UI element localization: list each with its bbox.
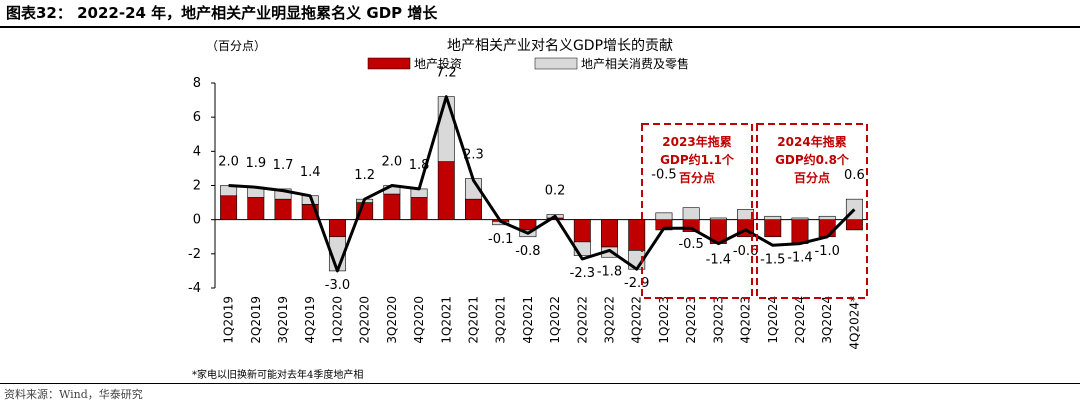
x-tick-label: 4Q2022 bbox=[630, 296, 644, 344]
x-tick-label: 3Q2022 bbox=[603, 296, 617, 344]
data-label: 2.0 bbox=[382, 155, 403, 170]
x-tick-label: 4Q2024* bbox=[847, 296, 861, 350]
annotation-2023-line-1: 2023年拖累 bbox=[662, 134, 731, 149]
x-tick-label: 4Q2020 bbox=[412, 296, 426, 344]
data-label: -1.4 bbox=[706, 253, 731, 268]
y-tick-label: 6 bbox=[193, 110, 201, 125]
annotation-2023-line-3: 百分点 bbox=[679, 170, 715, 185]
data-label: -0.8 bbox=[515, 244, 540, 259]
data-label: -3.0 bbox=[325, 278, 350, 293]
legend-label-consumption: 地产相关消费及零售 bbox=[581, 56, 689, 71]
annotation-2024-line-2: GDP约0.8个 bbox=[775, 152, 850, 167]
data-label: 1.7 bbox=[273, 158, 294, 173]
bar-investment bbox=[274, 198, 292, 220]
x-tick-label: 2Q2020 bbox=[358, 296, 372, 344]
bar-consumption bbox=[737, 209, 755, 220]
annotation-2024-line-1: 2024年拖累 bbox=[777, 134, 846, 149]
bar-investment bbox=[437, 161, 455, 220]
x-tick-label: 3Q2020 bbox=[385, 296, 399, 344]
x-tick-label: 1Q2024 bbox=[766, 296, 780, 344]
unit-label: （百分点） bbox=[206, 39, 266, 53]
bar-investment bbox=[601, 219, 618, 248]
bar-investment bbox=[383, 193, 401, 220]
x-tick-label: 2Q2022 bbox=[575, 296, 589, 344]
x-tick-label: 4Q2019 bbox=[303, 296, 317, 344]
data-label: -1.5 bbox=[760, 252, 785, 267]
data-label: -1.0 bbox=[815, 244, 840, 259]
x-tick-label: 1Q2023 bbox=[657, 296, 671, 344]
data-label: 1.4 bbox=[300, 165, 321, 180]
x-tick-label: 1Q2022 bbox=[548, 296, 562, 344]
x-tick-label: 3Q2023 bbox=[711, 296, 725, 344]
y-tick-label: 8 bbox=[193, 76, 201, 91]
data-label: -1.8 bbox=[597, 264, 622, 279]
bar-consumption bbox=[682, 207, 700, 220]
x-tick-label: 3Q2019 bbox=[276, 296, 290, 344]
legend-swatch-investment bbox=[367, 57, 411, 70]
data-label: -0.1 bbox=[488, 232, 513, 247]
x-tick-label: 2Q2024 bbox=[793, 296, 807, 344]
bar-investment bbox=[465, 198, 482, 220]
bar-consumption bbox=[818, 215, 836, 220]
bar-investment bbox=[791, 219, 809, 244]
data-label: 1.2 bbox=[354, 168, 375, 183]
data-label: 1.8 bbox=[409, 158, 430, 173]
data-label: 2.3 bbox=[463, 148, 484, 163]
x-tick-label: 4Q2023 bbox=[739, 296, 753, 344]
source-note: 资料来源：Wind，华泰研究 bbox=[4, 388, 143, 401]
bar-investment bbox=[220, 195, 238, 220]
x-tick-label: 1Q2021 bbox=[439, 296, 453, 344]
x-tick-label: 2Q2021 bbox=[466, 296, 480, 344]
x-tick-label: 4Q2021 bbox=[521, 296, 535, 344]
title-rule bbox=[0, 26, 1080, 28]
bar-consumption bbox=[709, 217, 727, 220]
bar-investment bbox=[410, 197, 428, 220]
bar-investment bbox=[845, 219, 863, 231]
x-tick-label: 2Q2023 bbox=[684, 296, 698, 344]
figure-title: 图表32： 2022-24 年，地产相关产业明显拖累名义 GDP 增长 bbox=[6, 4, 438, 22]
annotation-box-2023 bbox=[641, 123, 753, 299]
bar-investment bbox=[247, 197, 265, 220]
annotation-2024-line-3: 百分点 bbox=[794, 170, 830, 185]
chart-title: 地产相关产业对名义GDP增长的贡献 bbox=[447, 38, 673, 54]
footnote: *家电以旧换新可能对去年4季度地产相 bbox=[192, 370, 364, 381]
data-label: 7.2 bbox=[436, 66, 457, 81]
total-line bbox=[228, 95, 856, 273]
data-label: -1.4 bbox=[787, 251, 812, 266]
bar-consumption bbox=[437, 96, 455, 162]
bar-investment bbox=[328, 219, 346, 238]
x-tick-label: 3Q2024 bbox=[820, 296, 834, 344]
y-tick-label: 4 bbox=[193, 144, 201, 159]
data-label: 0.6 bbox=[844, 168, 865, 183]
data-label: 2.0 bbox=[218, 155, 239, 170]
legend-swatch-consumption bbox=[534, 57, 578, 70]
y-tick-label: -4 bbox=[188, 281, 201, 296]
annotation-2023-line-2: GDP约1.1个 bbox=[660, 152, 735, 167]
y-tick-label: 0 bbox=[193, 213, 201, 228]
bar-investment bbox=[818, 219, 836, 238]
data-label: 0.2 bbox=[545, 184, 566, 199]
bar-investment bbox=[573, 219, 591, 243]
x-tick-label: 3Q2021 bbox=[494, 296, 508, 344]
bar-consumption bbox=[274, 188, 292, 200]
bottom-rule bbox=[0, 383, 1080, 384]
data-label: -0.5 bbox=[651, 168, 676, 183]
data-label: 1.9 bbox=[245, 156, 266, 171]
data-label: -2.9 bbox=[624, 276, 649, 291]
bar-consumption bbox=[655, 212, 673, 220]
x-tick-label: 1Q2020 bbox=[330, 296, 344, 344]
bar-investment bbox=[764, 219, 782, 238]
data-label: -0.6 bbox=[733, 244, 758, 259]
legend-label-investment: 地产投资 bbox=[414, 56, 462, 71]
bar-consumption bbox=[764, 215, 782, 220]
x-tick-label: 2Q2019 bbox=[249, 296, 263, 344]
bar-consumption bbox=[791, 217, 809, 220]
x-tick-label: 1Q2019 bbox=[222, 296, 236, 344]
y-tick-label: 2 bbox=[193, 179, 201, 194]
data-label: -0.5 bbox=[678, 237, 703, 252]
data-label: -2.3 bbox=[570, 266, 595, 281]
y-tick-label: -2 bbox=[188, 247, 201, 262]
annotation-box-2024 bbox=[756, 123, 868, 299]
